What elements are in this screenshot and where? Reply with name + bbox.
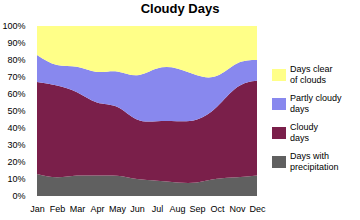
svg-text:Mar: Mar	[70, 204, 86, 214]
svg-text:Aug: Aug	[169, 204, 185, 214]
svg-text:Jul: Jul	[152, 204, 164, 214]
svg-text:60%: 60%	[7, 89, 25, 99]
svg-text:May: May	[109, 204, 127, 214]
svg-text:90%: 90%	[7, 38, 25, 48]
svg-text:70%: 70%	[7, 72, 25, 82]
svg-text:Sep: Sep	[189, 204, 205, 214]
html-text:Days with precipitation: Days with precipitation	[290, 150, 339, 172]
svg-text:40%: 40%	[7, 123, 25, 133]
svg-text:Jun: Jun	[130, 204, 145, 214]
html-text:Partly cloudy days: Partly cloudy days	[290, 92, 342, 114]
svg-text:0%: 0%	[12, 191, 25, 201]
svg-text:Feb: Feb	[50, 204, 66, 214]
svg-text:100%: 100%	[2, 21, 25, 31]
svg-text:20%: 20%	[7, 157, 25, 167]
svg-text:Oct: Oct	[210, 204, 225, 214]
html-text:Cloudy days: Cloudy days	[290, 121, 318, 143]
svg-text:80%: 80%	[7, 55, 25, 65]
svg-text:Apr: Apr	[90, 204, 104, 214]
svg-text:Nov: Nov	[229, 204, 246, 214]
svg-text:30%: 30%	[7, 140, 25, 150]
svg-text:Jan: Jan	[30, 204, 45, 214]
html-text:Days clear of clouds: Days clear of clouds	[290, 63, 333, 85]
svg-text:Dec: Dec	[249, 204, 266, 214]
svg-text:50%: 50%	[7, 106, 25, 116]
svg-text:10%: 10%	[7, 174, 25, 184]
html-text:Cloudy Days: Cloudy Days	[140, 1, 220, 16]
